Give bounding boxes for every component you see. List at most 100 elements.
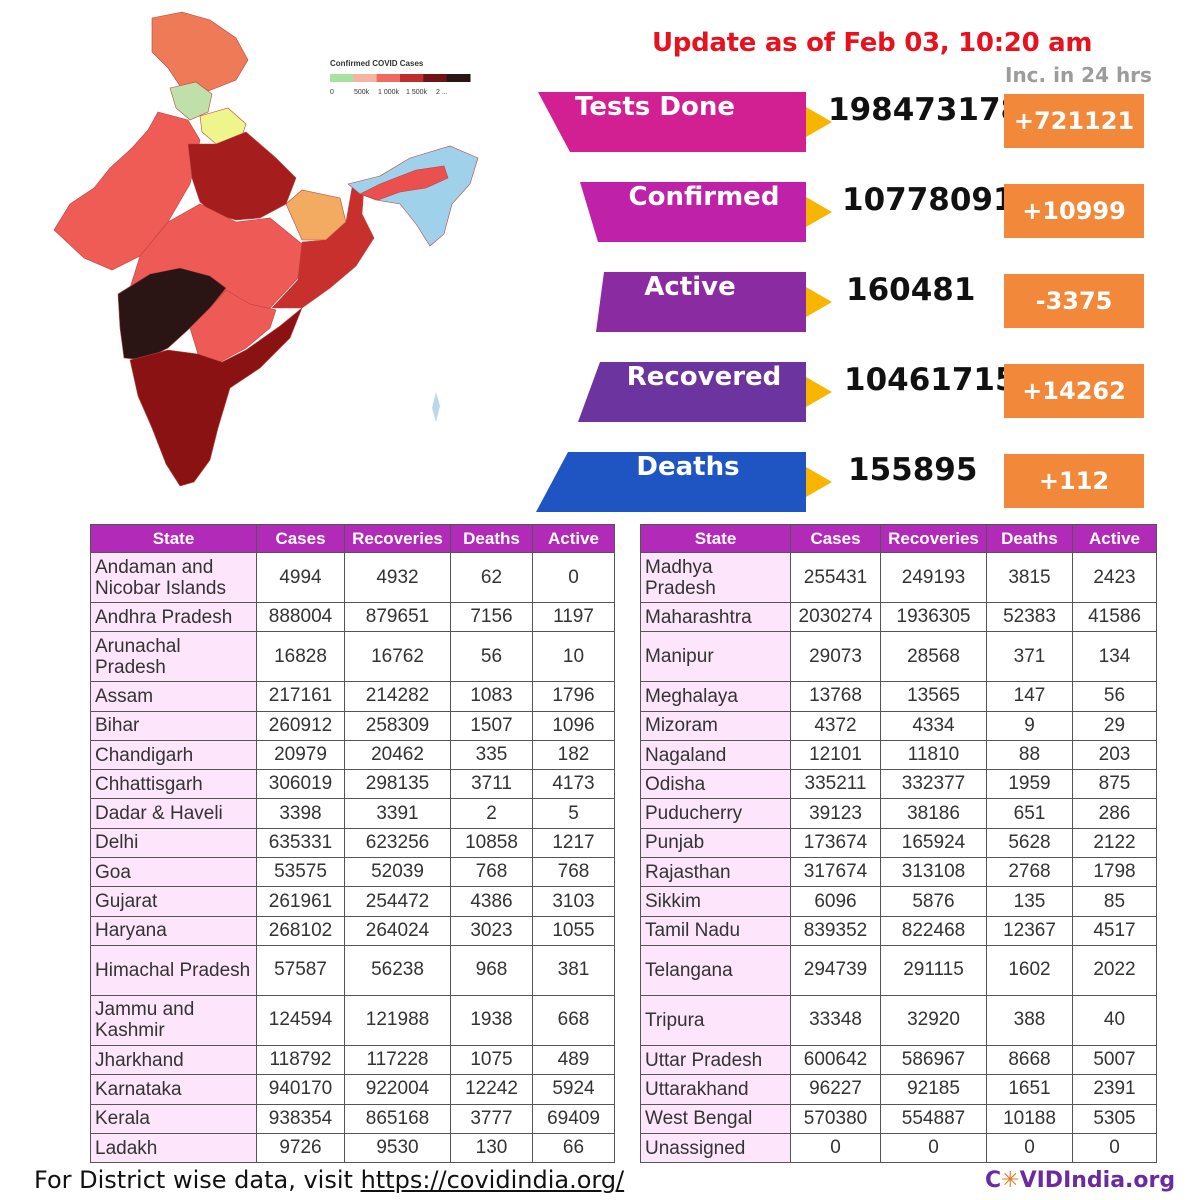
state-name-cell: Delhi [90,827,257,859]
value-cell: 5876 [880,886,987,917]
value-cell: 875 [1072,769,1157,800]
covidindia-link[interactable]: https://covidindia.org/ [360,1166,625,1194]
value-cell: 12242 [450,1074,533,1105]
value-cell: 294739 [790,944,881,996]
value-cell: 165924 [880,827,987,859]
value-cell: 388 [986,994,1073,1046]
state-name-cell: Gujarat [90,886,257,917]
arrow-icon [806,287,832,317]
table-row: Unassigned 0 0 0 0 [640,1132,1157,1164]
value-cell: 85 [1072,886,1157,917]
value-cell: 8668 [986,1044,1073,1076]
column-header: Deaths [450,524,533,553]
value-cell: 1217 [532,827,615,859]
table-row: Chandigarh 20979 20462 335 182 [90,739,615,771]
value-cell: 968 [450,944,533,996]
stat-row-recovered: Recovered 10461715 +14262 [0,362,1200,424]
table-row: Jharkhand 118792 117228 1075 489 [90,1044,615,1076]
value-cell: 1959 [986,769,1073,800]
table-row: Sikkim 6096 5876 135 85 [640,886,1157,917]
value-cell: 839352 [790,915,881,946]
stat-banner [596,272,806,332]
value-cell: 4173 [532,769,615,800]
value-cell: 2391 [1072,1074,1157,1105]
value-cell: 3023 [450,915,533,946]
table-row: Assam 217161 214282 1083 1796 [90,681,615,712]
value-cell: 56 [450,631,533,683]
value-cell: 130 [450,1132,533,1164]
state-name-cell: Puducherry [640,798,791,829]
state-name-cell: Sikkim [640,886,791,917]
state-name-cell: Arunachal Pradesh [90,631,257,683]
value-cell: 0 [986,1132,1073,1164]
value-cell: 5 [532,798,615,829]
map-region-jammu-kashmir [151,11,249,95]
value-cell: 1796 [532,681,615,712]
value-cell: 88 [986,739,1073,771]
value-cell: 668 [532,994,615,1046]
value-cell: 0 [532,552,615,603]
value-cell: 1083 [450,681,533,712]
value-cell: 822468 [880,915,987,946]
table-row: Tripura 33348 32920 388 40 [640,994,1157,1046]
brand-part-c: VIDIndia.org [1019,1168,1176,1193]
map-region-islands [432,392,440,422]
value-cell: 268102 [256,915,345,946]
value-cell: 217161 [256,681,345,712]
value-cell: 118792 [256,1044,345,1076]
value-cell: 62 [450,552,533,603]
value-cell: 16762 [344,631,451,683]
stat-value-recovered: 10461715 [844,362,1017,398]
column-header: Active [532,524,615,553]
value-cell: 0 [1072,1132,1157,1164]
column-header: Cases [256,524,345,553]
table-row: Bihar 260912 258309 1507 1096 [90,710,615,741]
value-cell: 33348 [790,994,881,1046]
value-cell: 147 [986,681,1073,712]
legend-swatch [446,74,471,82]
value-cell: 1197 [532,601,615,633]
table-row: Ladakh 9726 9530 130 66 [90,1132,615,1164]
stat-label-tests: Tests Done [575,92,735,122]
table-row: Uttarakhand 96227 92185 1651 2391 [640,1074,1157,1105]
value-cell: 3815 [986,552,1073,603]
table-row: Punjab 173674 165924 5628 2122 [640,827,1157,859]
table-header-row: State Cases Recoveries Deaths Active [640,524,1157,553]
stat-banner [538,92,806,152]
value-cell: 4386 [450,886,533,917]
legend-swatch [400,74,424,82]
state-name-cell: Punjab [640,827,791,859]
arrow-icon [806,467,832,497]
legend-tick-label: 1 500k [406,89,428,96]
value-cell: 286 [1072,798,1157,829]
table-row: Goa 53575 52039 768 768 [90,857,615,888]
table-row: Tamil Nadu 839352 822468 12367 4517 [640,915,1157,946]
value-cell: 940170 [256,1074,345,1105]
state-name-cell: Dadar & Haveli [90,798,257,829]
value-cell: 2423 [1072,552,1157,603]
value-cell: 260912 [256,710,345,741]
value-cell: 3391 [344,798,451,829]
state-name-cell: Tamil Nadu [640,915,791,946]
update-timestamp: Update as of Feb 03, 10:20 am [652,28,1093,58]
value-cell: 28568 [880,631,987,683]
legend-tick-label: 1 000k [378,89,400,96]
value-cell: 371 [986,631,1073,683]
stat-row-confirmed: Confirmed 10778091 +10999 [0,182,1200,244]
value-cell: 182 [532,739,615,771]
value-cell: 4517 [1072,915,1157,946]
value-cell: 249193 [880,552,987,603]
table-row: Andhra Pradesh 888004 879651 7156 1197 [90,601,615,633]
value-cell: 4372 [790,710,881,741]
increase-column-label: Inc. in 24 hrs [1005,63,1152,87]
map-region-east [271,185,375,309]
value-cell: 0 [790,1132,881,1164]
state-name-cell: Odisha [640,769,791,800]
value-cell: 9 [986,710,1073,741]
value-cell: 922004 [344,1074,451,1105]
value-cell: 66 [532,1132,615,1164]
covidindia-logo: C✳VIDIndia.org [985,1168,1175,1193]
value-cell: 41586 [1072,601,1157,633]
state-name-cell: Manipur [640,631,791,683]
column-header: Active [1072,524,1157,553]
